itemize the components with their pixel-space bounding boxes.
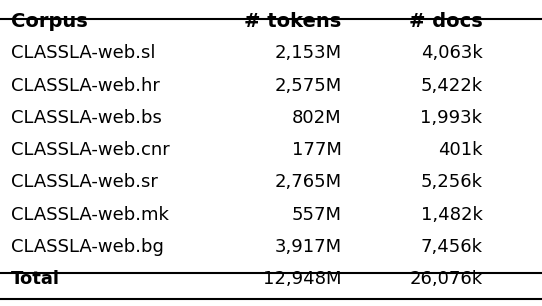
Text: 1,993k: 1,993k — [421, 109, 482, 127]
Text: 802M: 802M — [292, 109, 341, 127]
Text: 557M: 557M — [292, 206, 341, 224]
Text: # tokens: # tokens — [244, 12, 341, 31]
Text: CLASSLA-web.bg: CLASSLA-web.bg — [11, 238, 164, 256]
Text: CLASSLA-web.bs: CLASSLA-web.bs — [11, 109, 162, 127]
Text: Total: Total — [11, 270, 60, 288]
Text: 4,063k: 4,063k — [421, 44, 482, 62]
Text: # docs: # docs — [409, 12, 482, 31]
Text: 3,917M: 3,917M — [274, 238, 341, 256]
Text: 2,575M: 2,575M — [274, 77, 341, 95]
Text: 1,482k: 1,482k — [421, 206, 482, 224]
Text: CLASSLA-web.sr: CLASSLA-web.sr — [11, 174, 158, 192]
Text: 401k: 401k — [438, 141, 482, 159]
Text: CLASSLA-web.cnr: CLASSLA-web.cnr — [11, 141, 170, 159]
Text: 2,153M: 2,153M — [274, 44, 341, 62]
Text: 7,456k: 7,456k — [421, 238, 482, 256]
Text: 12,948M: 12,948M — [263, 270, 341, 288]
Text: Corpus: Corpus — [11, 12, 88, 31]
Text: CLASSLA-web.sl: CLASSLA-web.sl — [11, 44, 156, 62]
Text: CLASSLA-web.mk: CLASSLA-web.mk — [11, 206, 169, 224]
Text: 177M: 177M — [292, 141, 341, 159]
Text: 5,256k: 5,256k — [421, 174, 482, 192]
Text: 26,076k: 26,076k — [409, 270, 482, 288]
Text: 2,765M: 2,765M — [274, 174, 341, 192]
Text: 5,422k: 5,422k — [420, 77, 482, 95]
Text: CLASSLA-web.hr: CLASSLA-web.hr — [11, 77, 160, 95]
